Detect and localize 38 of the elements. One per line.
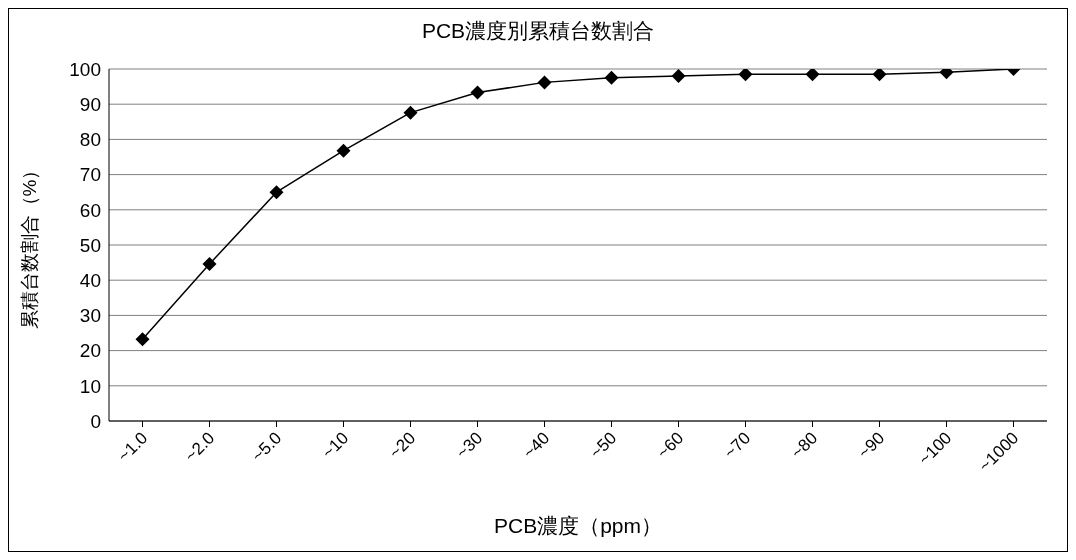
y-tick-label: 70 [79, 164, 101, 186]
x-tick-label: ~30 [452, 428, 487, 463]
point [805, 69, 820, 82]
point [269, 185, 284, 200]
y-tick-label: 50 [79, 234, 101, 256]
point [470, 85, 485, 100]
y-tick-label: 90 [79, 93, 101, 115]
y-axis-title: 累積台数割合（%） [18, 160, 40, 330]
x-tick-label: ~5.0 [248, 428, 286, 466]
point [537, 75, 552, 90]
point [135, 332, 150, 347]
point [872, 69, 887, 82]
y-tick-label: 30 [79, 305, 101, 327]
y-tick-label: 80 [79, 129, 101, 151]
y-tick-label: 20 [79, 340, 101, 362]
x-tick-label: ~40 [519, 428, 554, 463]
y-tick-label: 40 [79, 269, 101, 291]
y-tick-label: 10 [79, 375, 101, 397]
x-tick-label: ~20 [385, 428, 420, 463]
y-tick-label: 0 [90, 410, 101, 432]
point [336, 143, 351, 158]
x-tick-label: ~50 [586, 428, 621, 463]
point [671, 69, 686, 84]
point [202, 257, 217, 272]
y-tick-label: 60 [79, 199, 101, 221]
x-tick-label: ~1.0 [114, 428, 152, 466]
x-tick-label: ~60 [653, 428, 688, 463]
x-tick-label: ~80 [787, 428, 822, 463]
point [738, 69, 753, 82]
x-axis-title: PCB濃度（ppm） [493, 514, 663, 537]
x-tick-label: ~90 [854, 428, 889, 463]
point [403, 105, 418, 120]
x-tick-label: ~2.0 [181, 428, 219, 466]
point [604, 70, 619, 85]
x-tick-label: ~10 [318, 428, 353, 463]
y-tick-label: 100 [69, 58, 101, 80]
chart-title: PCB濃度別累積台数割合 [420, 18, 656, 44]
x-tick-label: ~70 [720, 428, 755, 463]
